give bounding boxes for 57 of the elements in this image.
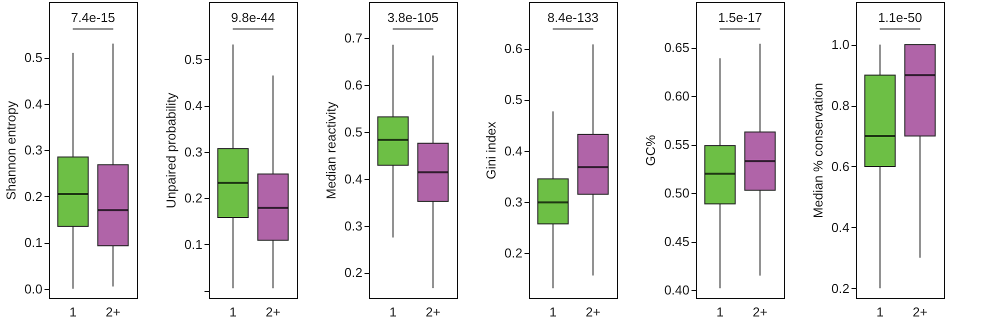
y-tick-label: 0.4 xyxy=(184,98,202,114)
x-tick-label: 1 xyxy=(229,304,237,320)
y-tick-label: 0.1 xyxy=(184,236,202,252)
y-axis-title: Gini index xyxy=(483,121,498,180)
y-tick-label: 0.6 xyxy=(344,78,362,93)
y-tick-label: 0.4 xyxy=(831,220,850,235)
y-tick-label: 0.3 xyxy=(504,194,522,210)
annotation: 9.8e-44 xyxy=(230,10,276,25)
x-tick-label: 2+ xyxy=(266,304,280,320)
annotation: 8.4e-133 xyxy=(547,10,599,25)
y-tick-label: 0.2 xyxy=(184,190,202,206)
x-tick-label: 1 xyxy=(549,304,557,320)
y-tick-label: 0.55 xyxy=(664,137,690,152)
y-axis-title: GC% xyxy=(643,134,658,166)
annotation: 3.8e-105 xyxy=(387,10,439,25)
y-tick-label: 0.2 xyxy=(344,265,362,280)
y-tick-label: 0.3 xyxy=(344,218,362,234)
y-tick-label: 0.2 xyxy=(24,188,42,204)
y-tick-label: 0.5 xyxy=(24,50,42,65)
x-tick-label: 2+ xyxy=(106,304,120,320)
annotation: 7.4e-15 xyxy=(70,10,116,25)
y-tick-label: 1.0 xyxy=(831,37,850,52)
y-tick-label: 0.5 xyxy=(344,124,362,140)
x-tick-label: 1 xyxy=(389,304,397,320)
x-tick-label: 1 xyxy=(716,304,724,320)
y-tick-label: 0.5 xyxy=(184,52,202,67)
y-tick-label: 0.6 xyxy=(504,41,522,56)
x-tick-label: 1 xyxy=(876,304,884,320)
y-tick-label: 0.1 xyxy=(24,235,42,250)
x-tick-label: 2+ xyxy=(752,304,768,320)
y-tick-label: 0.3 xyxy=(24,142,42,158)
y-tick-label: 0.3 xyxy=(184,144,202,160)
y-axis-title: Median % conservation xyxy=(810,82,826,218)
y-tick-label: 0.40 xyxy=(664,282,690,298)
x-tick-label: 2+ xyxy=(426,304,440,320)
y-tick-label: 0.4 xyxy=(24,96,42,112)
y-tick-label: 0.45 xyxy=(664,234,690,250)
y-tick-label: 0.2 xyxy=(831,280,850,296)
x-tick-label: 1 xyxy=(69,304,77,320)
y-axis-title: Unpaired probability xyxy=(163,92,178,208)
y-tick-label: 0.4 xyxy=(504,143,522,158)
x-tick-label: 2+ xyxy=(586,304,600,320)
y-axis-title: Shannon entropy xyxy=(3,100,18,200)
y-tick-label: 0.5 xyxy=(504,92,522,108)
annotation: 1.1e-50 xyxy=(878,10,922,25)
x-tick-label: 2+ xyxy=(912,304,928,320)
y-tick-label: 0.2 xyxy=(504,246,522,261)
y-tick-label: 0.4 xyxy=(344,171,362,186)
y-axis-title: Median reactivity xyxy=(323,101,338,200)
y-tick-label: 0.6 xyxy=(831,158,850,174)
y-tick-label: 0.60 xyxy=(664,88,690,104)
y-tick-label: 0.8 xyxy=(831,98,850,114)
annotation: 1.5e-17 xyxy=(718,10,762,25)
y-tick-label: 0.50 xyxy=(664,186,690,201)
y-tick-label: 0.7 xyxy=(344,30,362,46)
y-tick-label: 0.0 xyxy=(24,281,42,296)
y-tick-label: 0.65 xyxy=(664,40,690,56)
